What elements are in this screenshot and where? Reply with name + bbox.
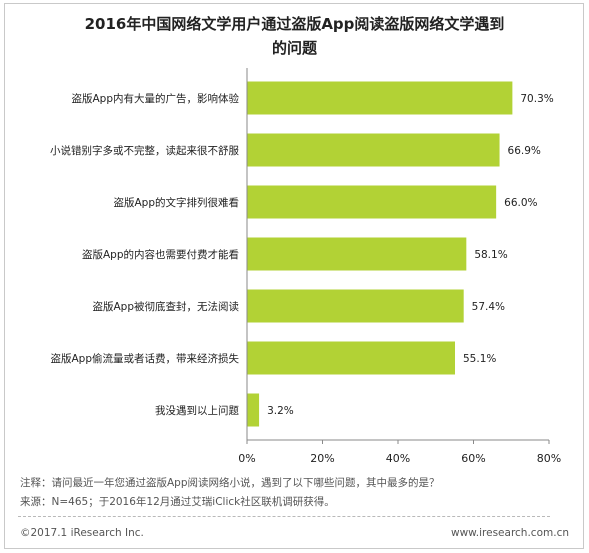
bar-4 <box>247 237 467 271</box>
bar-2 <box>247 133 500 167</box>
x-tick-label-4: 60% <box>461 452 485 465</box>
value-label-4: 58.1% <box>474 249 507 261</box>
footer-divider <box>18 516 550 517</box>
x-tick-label-5: 80% <box>537 452 561 465</box>
chart-note: 注释：请问最近一年您通过盗版App阅读网络小说，遇到了以下哪些问题，其中最多的是… <box>20 477 440 489</box>
x-tick-label-2: 20% <box>310 452 334 465</box>
value-label-6: 55.1% <box>463 353 496 365</box>
bar-6 <box>247 341 456 375</box>
chart-title-line1: 2016年中国网络文学用户通过盗版App阅读盗版网络文学遇到 <box>84 15 505 33</box>
value-label-1: 70.3% <box>520 93 553 105</box>
category-label-4: 盗版App的内容也需要付费才能看 <box>82 248 239 261</box>
website-text: www.iresearch.com.cn <box>450 527 569 539</box>
x-tick-label-1: 0% <box>238 452 255 465</box>
copyright-text: ©2017.1 iResearch Inc. <box>20 527 144 539</box>
category-label-6: 盗版App偷流量或者话费，带来经济损失 <box>50 352 239 365</box>
value-label-3: 66.0% <box>504 197 537 209</box>
value-label-5: 57.4% <box>472 301 505 313</box>
bar-1 <box>247 81 513 115</box>
chart-title: 2016年中国网络文学用户通过盗版App阅读盗版网络文学遇到 的问题 <box>20 12 569 60</box>
category-label-5: 盗版App被彻底查封，无法阅读 <box>92 300 239 313</box>
category-label-3: 盗版App的文字排列很难看 <box>113 196 239 209</box>
bar-5 <box>247 289 464 323</box>
category-label-7: 我没遇到以上问题 <box>155 404 239 417</box>
value-label-7: 3.2% <box>267 405 294 417</box>
x-tick-label-3: 40% <box>386 452 410 465</box>
category-label-1: 盗版App内有大量的广告，影响体验 <box>71 92 239 105</box>
value-label-2: 66.9% <box>508 145 541 157</box>
chart-source: 来源：N=465；于2016年12月通过艾瑞iClick社区联机调研获得。 <box>20 496 335 508</box>
chart-title-line2: 的问题 <box>271 39 317 57</box>
bar-7 <box>247 393 260 427</box>
category-label-2: 小说错别字多或不完整，读起来很不舒服 <box>50 144 239 157</box>
bar-3 <box>247 185 497 219</box>
